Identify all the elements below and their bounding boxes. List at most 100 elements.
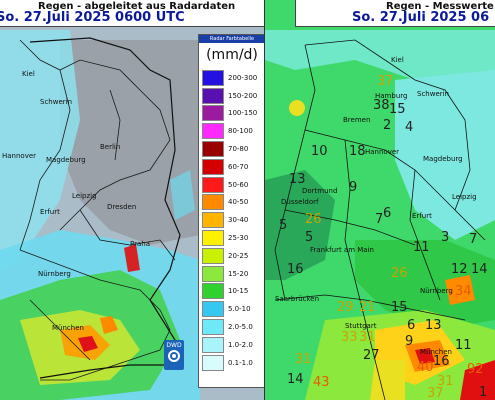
legend-swatch: [202, 247, 224, 264]
legend-swatch: [202, 265, 224, 282]
station-value: 6: [383, 206, 392, 221]
legend-label: 1.0-2.0: [228, 340, 253, 349]
station-value: 29: [337, 300, 354, 315]
city-label: Kiel: [22, 70, 35, 78]
city-label: Hamburg: [375, 92, 408, 100]
legend-label: 40-50: [228, 198, 249, 207]
legend-swatch: [202, 301, 224, 318]
legend-tab: Radar Farbtabelle: [199, 35, 265, 43]
legend-swatch: [202, 158, 224, 175]
station-value: 26: [305, 212, 322, 227]
station-value: 33: [341, 330, 358, 345]
radar-map-datetime: So. 27.Juli 2025 0600 UTC: [0, 10, 185, 25]
station-value: 14: [287, 372, 304, 387]
legend-item: 1.0-2.0: [199, 336, 265, 354]
city-label: München: [420, 348, 452, 356]
legend-label: 2.0-5.0: [228, 323, 253, 332]
city-label: Magdeburg: [423, 155, 463, 163]
station-value: 6: [407, 318, 416, 333]
legend-item: 2.0-5.0: [199, 318, 265, 336]
station-map-header: Regen - Messwerte So. 27.Juli 2025 06: [295, 0, 495, 27]
station-value: 1: [479, 385, 488, 400]
legend-swatch: [202, 194, 224, 211]
station-value: 31: [295, 352, 312, 367]
legend-label: 20-25: [228, 251, 249, 260]
city-label: Nürnberg: [38, 270, 71, 278]
legend-swatch: [202, 87, 224, 104]
city-label: Hannover: [2, 152, 37, 160]
station-value: 7: [469, 232, 478, 247]
legend-label: 100-150: [228, 109, 258, 118]
dwd-swirl-icon: [168, 350, 180, 362]
station-value: 11: [455, 338, 472, 353]
city-label: Schwerin: [40, 98, 73, 106]
station-value: 5: [279, 218, 288, 233]
dwd-logo: DWD: [164, 340, 184, 370]
station-map: [265, 0, 495, 400]
city-label: Erfurt: [40, 208, 60, 216]
legend-unit: (mm/d): [206, 47, 258, 63]
legend-item: 70-80: [199, 140, 265, 158]
legend-label: 50-60: [228, 180, 249, 189]
city-label: Kiel: [391, 56, 404, 64]
city-label: Berlin: [100, 143, 121, 151]
radar-map-panel: Regen - abgeleitet aus Radardaten So. 27…: [0, 0, 265, 400]
city-label: Saarbrücken: [275, 295, 320, 303]
station-map-title: Regen - Messwerte: [386, 1, 494, 12]
city-label: Nürnberg: [420, 287, 453, 295]
station-value: 10: [311, 144, 328, 159]
legend-swatch: [202, 354, 224, 371]
radar-map-title: Regen - abgeleitet aus Radardaten: [38, 1, 236, 12]
legend-label: 80-100: [228, 127, 253, 136]
legend-item: 40-50: [199, 194, 265, 212]
station-value: 14: [471, 262, 488, 277]
station-value: 43: [313, 375, 330, 390]
station-value: 18: [349, 144, 366, 159]
legend-item: 80-100: [199, 122, 265, 140]
city-label: Erfurt: [412, 212, 432, 220]
station-value: 9: [349, 180, 358, 195]
station-value: 2: [383, 118, 392, 133]
station-value: 16: [287, 262, 304, 277]
station-value: 13: [425, 318, 442, 333]
station-value: 16: [433, 354, 450, 369]
city-label: Stuttgart: [345, 322, 377, 330]
legend-item: 30-40: [199, 211, 265, 229]
legend-label: 10-15: [228, 287, 249, 296]
legend-swatch: [202, 283, 224, 300]
city-label: Leipzig: [72, 192, 97, 200]
station-value: 9: [405, 334, 414, 349]
legend-item: 15-20: [199, 265, 265, 283]
station-value: 31: [437, 374, 454, 389]
legend-swatch: [202, 69, 224, 86]
precipitation-legend: Radar Farbtabelle (mm/d) 200-300 150-200 1…: [198, 34, 265, 388]
legend-item: 25-30: [199, 229, 265, 247]
city-label: Magdeburg: [46, 156, 86, 164]
station-value: 92: [467, 362, 484, 377]
station-value: 27: [363, 348, 380, 363]
legend-item: 5.0-10: [199, 300, 265, 318]
legend-swatch: [202, 230, 224, 247]
station-value: 21: [359, 300, 376, 315]
legend-swatch: [202, 105, 224, 122]
station-value: 13: [289, 172, 306, 187]
legend-item: 50-60: [199, 176, 265, 194]
station-value: 37: [427, 386, 444, 400]
legend-item: 200-300: [199, 69, 265, 87]
legend-label: 200-300: [228, 73, 258, 82]
station-map-datetime: So. 27.Juli 2025 06: [352, 10, 490, 25]
city-label: Bremen: [343, 116, 371, 124]
city-label: Leipzig: [452, 193, 477, 201]
legend-label: 60-70: [228, 162, 249, 171]
station-value: 38: [373, 98, 390, 113]
city-label: Dresden: [107, 203, 137, 211]
legend-swatch: [202, 212, 224, 229]
legend-item: 20-25: [199, 247, 265, 265]
legend-swatch: [202, 176, 224, 193]
station-value: 5: [305, 230, 314, 245]
legend-swatch: [202, 319, 224, 336]
station-value: 34: [455, 284, 472, 299]
legend-rows: 200-300 150-200 100-150 80-100 70-80 60-70 50-…: [199, 69, 265, 372]
legend-item: 60-70: [199, 158, 265, 176]
legend-swatch: [202, 141, 224, 158]
